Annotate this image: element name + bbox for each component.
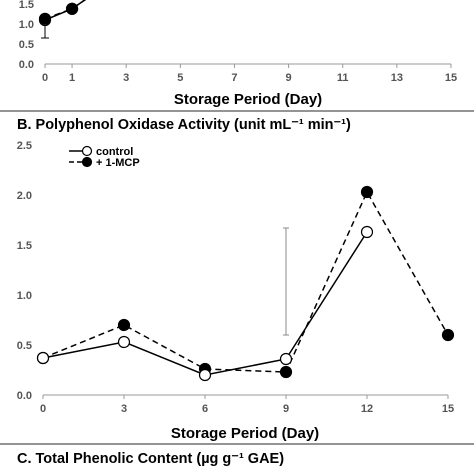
panel-a-x-axis-title: Storage Period (Day) <box>174 91 322 108</box>
panel-b-y-axis-ticks: 0.0 0.5 1.0 1.5 2.0 2.5 <box>17 140 32 402</box>
panel-b-data-point <box>360 225 374 239</box>
panel-b-data-point <box>279 352 293 366</box>
panel-b-x-axis-ticks: 0 3 6 9 12 15 <box>40 394 454 415</box>
panel-c-title: C. Total Phenolic Content (µg g⁻¹ GAE) <box>17 451 284 467</box>
panel-b-data-point <box>279 365 293 379</box>
panel-b-x-tick-label: 3 <box>121 403 127 415</box>
panel-b-data-point <box>117 318 131 332</box>
panel-b-series-lines <box>42 190 449 376</box>
panel-b-y-tick-label: 1.0 <box>17 290 32 302</box>
panel-a-y-tick-label: 0.5 <box>19 39 34 51</box>
panel-a-x-tick-label: 0 <box>42 72 48 84</box>
panel-b-x-axis-title: Storage Period (Day) <box>171 425 319 442</box>
panel-b-y-tick-label: 2.5 <box>17 140 32 152</box>
panel-a-x-tick-label: 7 <box>231 72 237 84</box>
panel-b-x-tick-label: 0 <box>40 403 46 415</box>
legend-marker-control <box>81 145 93 157</box>
panel-b-x-tick-label: 15 <box>442 403 454 415</box>
legend-label-mcp: + 1-MCP <box>96 157 140 169</box>
legend-label-control: control <box>96 146 133 158</box>
panel-b-data-point <box>360 185 374 199</box>
panel-a-y-tick-label: 1.5 <box>19 0 34 11</box>
panel-a-x-axis-ticks: 0 1 3 5 7 9 11 13 15 <box>42 63 457 84</box>
panel-b-error-bars <box>283 227 289 336</box>
panel-a-x-tick-label: 13 <box>391 72 403 84</box>
panel-b-x-tick-label: 6 <box>202 403 208 415</box>
panel-a-chart: 0.00.51.01.5 0 1 3 5 7 9 11 13 15 Storage Period… <box>19 0 457 108</box>
panel-b-y-tick-label: 0.0 <box>17 390 32 402</box>
panel-b-data-point <box>198 368 212 382</box>
panel-b-series-line <box>42 231 368 376</box>
panel-b-y-tick-label: 0.5 <box>17 340 32 352</box>
panel-b-legend: control + 1-MCP <box>69 145 140 169</box>
panel-b-x-tick-label: 9 <box>283 403 289 415</box>
panel-a-x-tick-label: 15 <box>445 72 457 84</box>
panel-a-x-tick-label: 11 <box>337 72 349 84</box>
panel-a-data-point <box>65 2 79 15</box>
panel-b-series-points <box>36 185 455 382</box>
panel-b-y-tick-label: 1.5 <box>17 240 32 252</box>
panel-b-x-tick-label: 12 <box>361 403 373 415</box>
panel-b-data-point <box>441 328 455 342</box>
legend-marker-mcp <box>81 156 93 168</box>
panel-b-y-tick-label: 2.0 <box>17 190 32 202</box>
panel-a-y-tick-label: 0.0 <box>19 59 34 71</box>
panel-a-y-axis-ticks: 0.0 0.5 1.0 1.5 <box>19 0 34 71</box>
panel-b-series-line <box>42 190 449 373</box>
panel-a-error-bars <box>41 24 49 39</box>
panel-a-y-tick-label: 1.0 <box>19 19 34 31</box>
panel-a-series-points <box>38 2 79 27</box>
panel-b-data-point <box>117 335 131 349</box>
panel-b-title: B. Polyphenol Oxidase Activity (unit mL⁻… <box>17 117 351 133</box>
panel-a-x-tick-label: 3 <box>123 72 129 84</box>
panel-b-chart: B. Polyphenol Oxidase Activity (unit mL⁻… <box>17 117 454 442</box>
panel-b-data-point <box>36 351 50 365</box>
panel-a-x-tick-label: 1 <box>69 72 75 84</box>
panel-a-data-point <box>38 12 52 25</box>
panel-a-x-tick-label: 9 <box>286 72 292 84</box>
panel-a-x-tick-label: 5 <box>177 72 183 84</box>
